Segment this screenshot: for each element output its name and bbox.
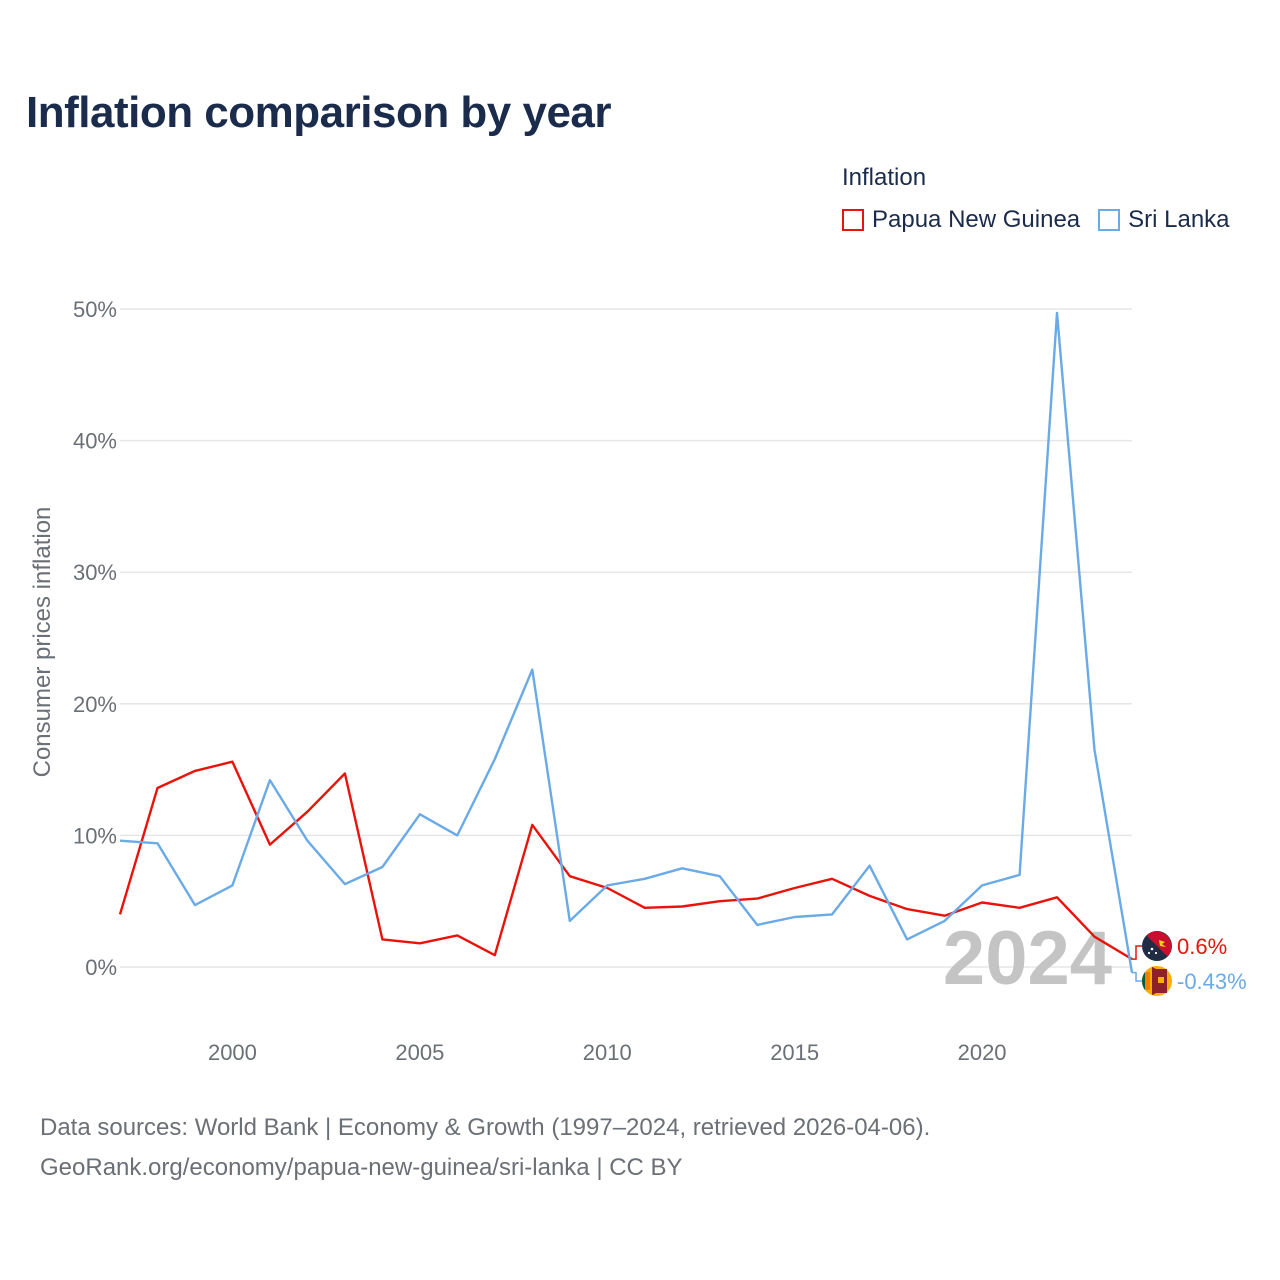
- footer-link[interactable]: GeoRank.org/economy/papua-new-guinea/sri…: [40, 1154, 683, 1181]
- y-tick-label: 0%: [85, 955, 117, 980]
- series-line-sri-lanka[interactable]: [119, 311, 1134, 973]
- end-value-label-sri-lanka: -0.43%: [1177, 969, 1247, 994]
- x-tick-label: 2015: [770, 1040, 819, 1065]
- y-tick-label: 10%: [73, 823, 117, 848]
- legend-label-sri-lanka: Sri Lanka: [1128, 206, 1230, 233]
- x-tick-label: 2010: [583, 1040, 632, 1065]
- end-markers: 0.6% -0.43%: [1132, 931, 1247, 996]
- x-tick-label: 2000: [208, 1040, 257, 1065]
- x-tick-label: 2005: [395, 1040, 444, 1065]
- legend-item-sri-lanka[interactable]: Sri Lanka: [1098, 206, 1230, 234]
- y-axis-label: Consumer prices inflation: [29, 507, 56, 778]
- y-axis-ticks: 0% 10% 20% 30% 40% 50%: [73, 297, 117, 980]
- chart-title: Inflation comparison by year: [26, 88, 612, 137]
- legend-swatch-papua-new-guinea: [842, 209, 864, 231]
- y-tick-label: 40%: [73, 429, 117, 454]
- current-year-label: 2024: [943, 916, 1112, 1001]
- legend-label-papua-new-guinea: Papua New Guinea: [872, 206, 1081, 233]
- y-tick-label: 50%: [73, 297, 117, 322]
- footer: Data sources: World Bank | Economy & Gro…: [40, 1108, 930, 1188]
- end-value-label-papua-new-guinea: 0.6%: [1177, 934, 1227, 959]
- x-tick-label: 2020: [958, 1040, 1007, 1065]
- y-tick-label: 20%: [73, 692, 117, 717]
- legend-title: Inflation: [842, 164, 927, 191]
- series-lines: [118, 311, 1134, 973]
- series-line-papua-new-guinea[interactable]: [118, 760, 1133, 961]
- x-axis-ticks: 2000 2005 2010 2015 2020: [208, 1040, 1007, 1065]
- legend: Papua New Guinea Sri Lanka: [842, 206, 1230, 234]
- flag-icon-papua-new-guinea: [1142, 931, 1172, 961]
- y-tick-label: 30%: [73, 560, 117, 585]
- flag-icon-sri-lanka: [1142, 966, 1172, 996]
- end-connector-papua-new-guinea: [1132, 945, 1142, 960]
- end-connector-sri-lanka: [1132, 971, 1142, 982]
- gridlines: [120, 308, 1132, 968]
- footer-source: Data sources: World Bank | Economy & Gro…: [40, 1114, 931, 1141]
- line-chart: 0% 10% 20% 30% 40% 50% 2000 2005 2010 2015 2020 C…: [29, 297, 1247, 1065]
- legend-item-papua-new-guinea[interactable]: Papua New Guinea: [842, 206, 1080, 234]
- legend-swatch-sri-lanka: [1098, 209, 1121, 231]
